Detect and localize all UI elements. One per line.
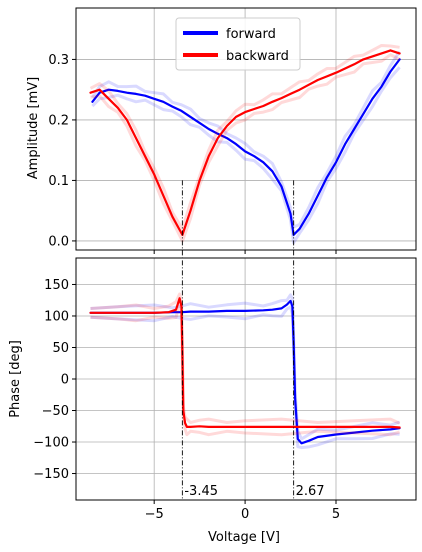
y-tick-label: −150	[33, 467, 69, 482]
y-tick-label: 100	[44, 309, 69, 324]
y-tick-label: −50	[42, 404, 69, 419]
phase-grid	[76, 258, 416, 500]
amplitude-y-axis-label: Amplitude [mV]	[26, 77, 41, 179]
series-trace-forward-band	[91, 50, 401, 229]
y-tick-label: 0.3	[48, 53, 69, 68]
series-trace-forward-band	[91, 66, 401, 245]
y-tick-label: 0.0	[48, 234, 69, 249]
series-line-backward	[89, 297, 401, 429]
series-trace-backward-band	[90, 292, 401, 425]
phase-y-axis-label: Phase [deg]	[8, 340, 23, 418]
series-trace-backward-band	[89, 44, 400, 231]
y-tick-label: 150	[44, 278, 69, 293]
series-line-forward	[91, 58, 401, 236]
phase-series	[89, 292, 401, 450]
voltage-x-axis-label: Voltage [V]	[208, 530, 280, 545]
y-tick-label: 0.2	[48, 113, 69, 128]
x-tick-label: 5	[332, 507, 340, 522]
x-tick-label: −5	[145, 507, 164, 522]
y-tick-label: −100	[33, 436, 69, 451]
amplitude-axes-frame	[75, 7, 417, 251]
series-trace-forward-band	[90, 293, 401, 441]
series-line-forward	[89, 299, 401, 445]
y-tick-label: 50	[52, 341, 69, 356]
series-line-backward	[89, 49, 401, 236]
amplitude-ticks: 0.0 0.1 0.2 0.3	[48, 53, 337, 254]
x-tick-label: 0	[241, 507, 249, 522]
y-tick-label: 0	[61, 373, 69, 388]
annotation-label-1: 2.67	[296, 484, 325, 499]
legend-label-forward: forward	[226, 27, 276, 42]
amplitude-panel: 0.0 0.1 0.2 0.3 Amplitude [mV] forward back…	[26, 7, 417, 254]
legend-label-backward: backward	[226, 49, 289, 64]
y-tick-label: 0.1	[48, 174, 69, 189]
annotation-label-0: -3.45	[184, 484, 218, 499]
series-trace-forward-band	[90, 305, 400, 450]
series-trace-backward-band	[90, 301, 401, 437]
switching-annotations: -3.45 2.67	[181, 180, 325, 500]
amplitude-series	[89, 44, 401, 245]
legend: forward backward	[175, 17, 301, 71]
series-trace-backward-band	[90, 53, 401, 243]
